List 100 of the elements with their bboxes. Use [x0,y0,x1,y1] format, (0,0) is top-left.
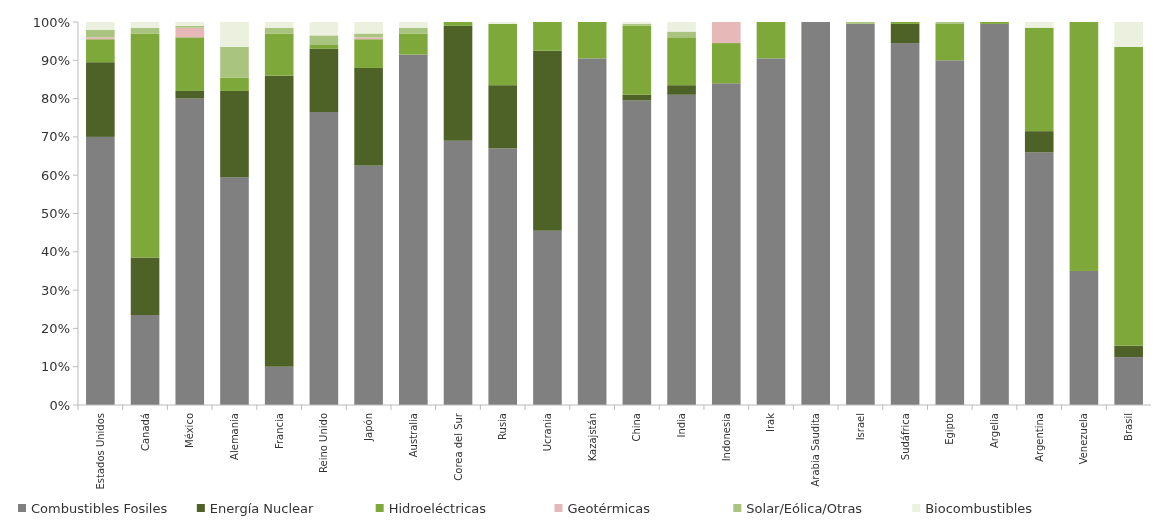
bar [309,22,339,36]
bar [220,77,249,91]
bar [622,100,652,405]
legend-label: Combustibles Fosiles [31,501,168,516]
bar [488,148,518,405]
bar [1024,22,1054,28]
x-tick-label: Canadá [139,413,151,452]
bar [130,257,160,315]
x-tick-label: Estados Unidos [94,413,106,490]
x-tick-label: Arabia Saudita [810,413,822,487]
y-tick-label: 90% [41,52,70,68]
bar [667,85,696,95]
bar [220,90,249,178]
bar [309,112,339,405]
x-tick-label: China [631,413,643,442]
bar [175,90,205,99]
bar [309,35,339,45]
x-tick-label: Japón [363,413,375,442]
x-tick-label: Australia [407,413,419,458]
bar [935,60,965,405]
bar [622,94,652,101]
legend-label: Biocombustibles [925,501,1033,516]
bar [175,98,205,405]
x-tick-label: México [184,413,196,448]
bar [264,22,294,28]
bar [264,33,294,76]
y-tick-label: 20% [41,320,70,336]
bar [533,230,562,405]
x-tick-label: Argentina [1033,413,1045,462]
x-tick-label: Brasil [1123,413,1135,441]
bar [354,33,383,38]
bar [533,22,562,51]
bar [86,22,115,30]
x-tick-label: Venezuela [1078,413,1090,465]
x-tick-label: Francia [273,413,285,450]
bar [220,177,249,405]
y-tick-label: 50% [41,206,70,222]
bar [354,165,383,405]
legend-label: Energía Nuclear [209,501,315,516]
bar [488,23,518,86]
x-tick-label: Rusia [497,413,509,440]
y-tick-label: 40% [41,244,70,260]
bar [130,315,160,405]
x-tick-label: Ucrania [541,413,553,452]
bar [175,37,205,91]
bar [264,75,294,367]
bar [130,33,160,258]
y-tick-label: 60% [41,167,70,183]
bar [220,22,249,47]
x-tick-label: Irak [765,412,777,432]
x-tick-label: Egipto [944,413,956,445]
bar [309,48,339,113]
legend-label: Hidroeléctricas [388,501,487,516]
bar [711,22,741,44]
bar [756,58,786,405]
bar [667,37,696,86]
y-tick-label: 70% [41,129,70,145]
bar [86,29,115,38]
y-tick-label: 0% [49,397,70,413]
bar [354,67,383,166]
bar [801,22,830,405]
bar [443,25,473,141]
x-tick-label: Indonesia [720,413,732,462]
bar [1024,131,1054,153]
bar [890,23,920,44]
bar [86,136,115,405]
bar [935,23,965,61]
bar [130,22,160,28]
bar [980,23,1009,405]
bar [667,94,696,405]
legend-label: Geotérmicas [567,501,651,516]
bar [86,62,115,137]
bar [756,22,786,59]
bar [354,22,383,34]
bar [1114,22,1143,47]
bar [1114,357,1143,405]
bar [399,33,428,55]
bar [533,50,562,231]
x-tick-label: Corea del Sur [452,412,464,481]
bar [1024,27,1054,132]
x-tick-label: Kazajstán [586,413,598,462]
bar [890,43,920,405]
y-tick-label: 80% [41,91,70,107]
bar [264,366,294,405]
bar [1114,46,1143,346]
bar [577,22,607,59]
x-tick-label: Sudáfrica [899,413,911,461]
y-tick-label: 30% [41,282,70,298]
x-tick-label: India [676,413,688,438]
bar [399,54,428,405]
bar [488,85,518,149]
x-tick-label: Argelia [989,413,1001,448]
bar [1024,152,1054,405]
bar [622,25,652,95]
bar [1069,22,1099,271]
bar [309,44,339,49]
bar [86,39,115,63]
bar [399,22,428,28]
bar [711,83,741,405]
x-tick-label: Israel [854,413,866,441]
